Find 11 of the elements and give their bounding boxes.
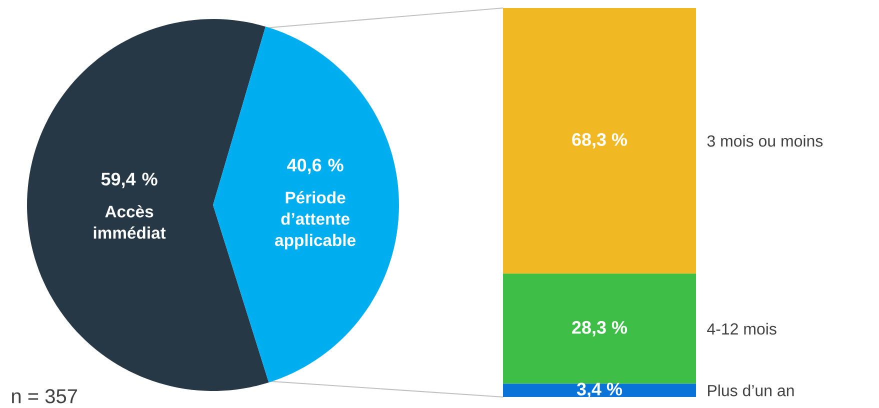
series-label: 4-12 mois [707, 322, 776, 335]
data-label: 59,4 % [101, 172, 158, 188]
data-label: 40,6 % [287, 158, 344, 174]
slice-label: Accès immédiat [94, 205, 166, 239]
text: n = 357 [12, 389, 77, 404]
series-label: Plus d’un an [708, 384, 794, 396]
slice-label: Période d’attente applicable [275, 191, 356, 250]
series-label: 3 mois ou moins [707, 134, 823, 147]
data-label: 3,4 % [576, 382, 622, 398]
data-label: 28,3 % [572, 321, 628, 336]
data-label: 68,3 % [572, 133, 628, 149]
